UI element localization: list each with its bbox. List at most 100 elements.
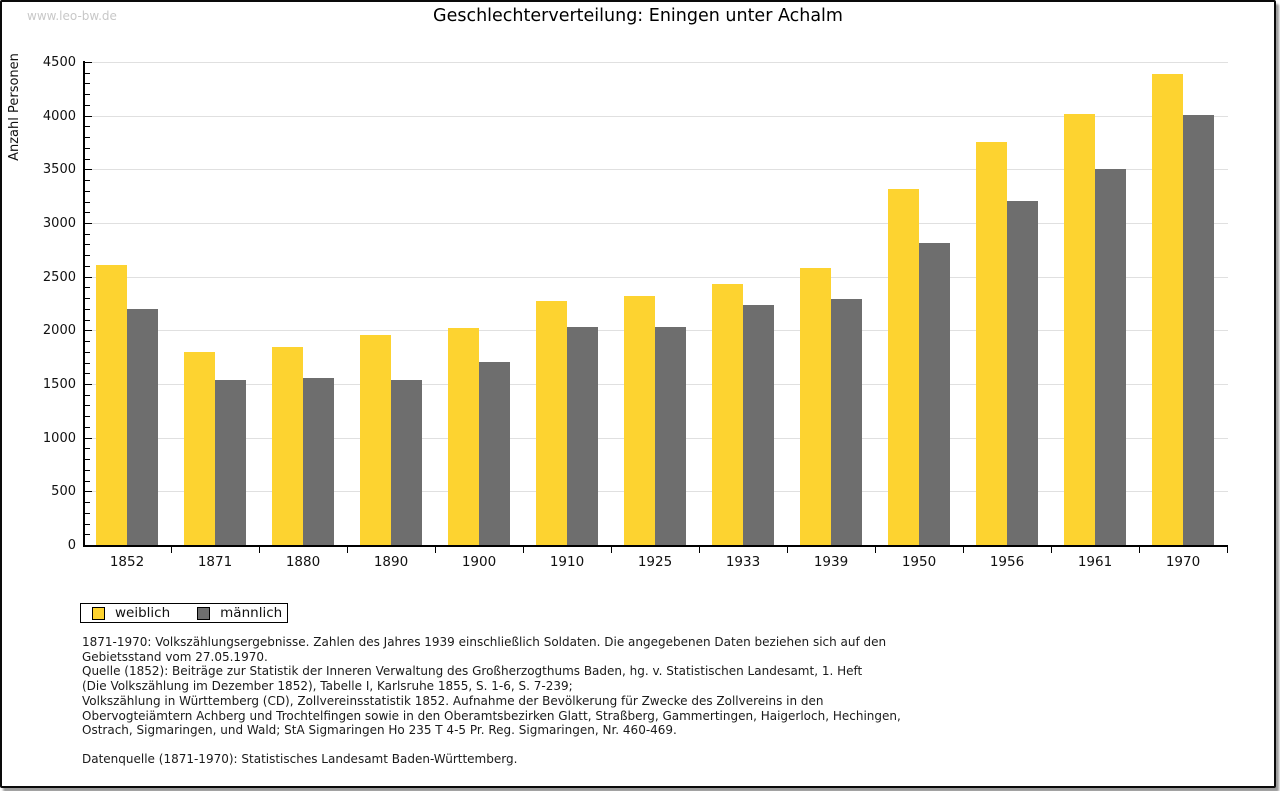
x-boundary-tick-10: [963, 547, 964, 553]
bar-weiblich-1880: [272, 346, 303, 545]
x-boundary-tick-2: [259, 547, 260, 553]
y-minor-tick-1900: [85, 341, 90, 343]
footnote-line: 1871-1970: Volkszählungsergebnisse. Zahl…: [82, 635, 887, 649]
y-minor-tick-1600: [85, 373, 90, 375]
y-minor-tick-1100: [85, 426, 90, 428]
y-tick-label-500: 500: [51, 484, 76, 500]
y-axis: [83, 61, 85, 547]
y-minor-tick-1300: [85, 405, 90, 407]
y-tick-label-1500: 1500: [42, 377, 76, 392]
gridline-4000: [85, 115, 1228, 117]
x-boundary-tick-11: [1051, 547, 1052, 553]
x-boundary-tick-3: [347, 547, 348, 553]
gridline-4500: [85, 62, 1228, 63]
y-minor-tick-2400: [85, 287, 90, 289]
x-boundary-tick-4: [435, 547, 436, 553]
y-minor-tick-2300: [85, 298, 90, 300]
y-minor-tick-900: [85, 448, 90, 450]
y-minor-tick-3900: [85, 126, 90, 128]
legend-label-maennlich: männlich: [220, 605, 283, 621]
bar-maennlich-1852: [127, 309, 158, 545]
y-minor-tick-4300: [85, 83, 90, 85]
y-minor-tick-4200: [85, 94, 90, 96]
bar-weiblich-1925: [624, 295, 655, 545]
x-boundary-tick-8: [787, 547, 788, 553]
y-minor-tick-2700: [85, 255, 90, 257]
bar-weiblich-1970: [1152, 73, 1183, 545]
bar-maennlich-1939: [831, 299, 862, 545]
x-boundary-tick-5: [523, 547, 524, 553]
y-minor-tick-2900: [85, 233, 90, 235]
y-minor-tick-2600: [85, 265, 90, 267]
footnote-line: Volkszählung in Württemberg (CD), Zollve…: [82, 693, 824, 708]
bar-weiblich-1939: [800, 268, 831, 545]
footnotes: 1871-1970: Volkszählungsergebnisse. Zahl…: [82, 635, 901, 767]
y-tick-label-3000: 3000: [42, 216, 76, 231]
footnote-line: Gebietsstand vom 27.05.1970.: [82, 649, 268, 664]
bar-maennlich-1871: [215, 379, 246, 545]
gridline-2500: [85, 276, 1228, 278]
y-minor-tick-200: [85, 523, 90, 525]
bar-weiblich-1956: [976, 141, 1007, 545]
x-boundary-tick-7: [699, 547, 700, 553]
y-major-tick-2500: [85, 276, 92, 278]
bar-weiblich-1871: [184, 351, 215, 545]
gridline-3500: [85, 169, 1228, 171]
x-tick-label-1890: 1890: [373, 554, 409, 570]
legend-swatch-weiblich: [92, 606, 105, 620]
y-major-tick-2000: [85, 330, 92, 332]
y-minor-tick-3700: [85, 147, 90, 149]
y-minor-tick-2100: [85, 319, 90, 321]
y-tick-label-2000: 2000: [42, 323, 76, 339]
datasource-line: Datenquelle (1871-1970): Statistisches L…: [82, 751, 518, 766]
y-minor-tick-300: [85, 512, 90, 514]
y-minor-tick-600: [85, 480, 90, 482]
footnote-line: Obervogteiämtern Achberg und Trochtelfin…: [82, 708, 901, 723]
legend-swatch-maennlich: [197, 606, 211, 620]
footnote-line: (Die Volkszählung im Dezember 1852), Tab…: [82, 679, 573, 694]
y-minor-tick-1200: [85, 416, 90, 418]
y-major-tick-4500: [85, 62, 92, 63]
bar-weiblich-1910: [536, 301, 567, 545]
bar-weiblich-1933: [712, 284, 743, 545]
watermark: www.leo-bw.de: [27, 9, 117, 23]
bar-maennlich-1910: [567, 326, 598, 545]
y-major-tick-1500: [85, 384, 92, 385]
y-minor-tick-3600: [85, 158, 90, 160]
x-tick-label-1950: 1950: [901, 554, 937, 570]
y-minor-tick-4100: [85, 104, 90, 106]
x-axis: [83, 545, 1228, 547]
bar-maennlich-1890: [391, 379, 422, 545]
x-boundary-tick-1: [171, 547, 172, 553]
x-tick-label-1939: 1939: [813, 554, 849, 570]
x-boundary-tick-12: [1139, 547, 1140, 553]
y-major-tick-3000: [85, 223, 92, 224]
y-major-tick-500: [85, 491, 92, 493]
y-tick-label-0: 0: [67, 538, 76, 553]
y-minor-tick-1800: [85, 351, 90, 353]
y-minor-tick-3200: [85, 201, 90, 203]
x-tick-label-1956: 1956: [989, 554, 1025, 570]
legend: weiblich männlich: [80, 603, 288, 623]
y-tick-label-2500: 2500: [42, 269, 76, 285]
x-tick-label-1910: 1910: [549, 554, 585, 570]
legend-label-weiblich: weiblich: [115, 605, 171, 621]
footnote-line: Quelle (1852): Beiträge zur Statistik de…: [82, 664, 863, 679]
y-minor-tick-400: [85, 502, 90, 504]
x-boundary-tick-13: [1227, 547, 1228, 553]
bar-weiblich-1852: [96, 264, 127, 545]
y-minor-tick-1400: [85, 394, 90, 396]
y-minor-tick-1700: [85, 362, 90, 364]
bar-maennlich-1925: [655, 327, 686, 545]
x-tick-label-1933: 1933: [725, 554, 761, 570]
y-major-tick-4000: [85, 115, 92, 117]
bar-maennlich-1970: [1183, 114, 1214, 545]
y-tick-label-3500: 3500: [42, 162, 76, 178]
x-tick-label-1852: 1852: [109, 554, 145, 570]
y-minor-tick-4400: [85, 72, 90, 74]
footnote-line: Ostrach, Sigmaringen, und Wald; StA Sigm…: [82, 723, 677, 738]
bar-maennlich-1961: [1095, 168, 1126, 545]
bar-weiblich-1890: [360, 335, 391, 545]
y-minor-tick-3400: [85, 180, 90, 182]
